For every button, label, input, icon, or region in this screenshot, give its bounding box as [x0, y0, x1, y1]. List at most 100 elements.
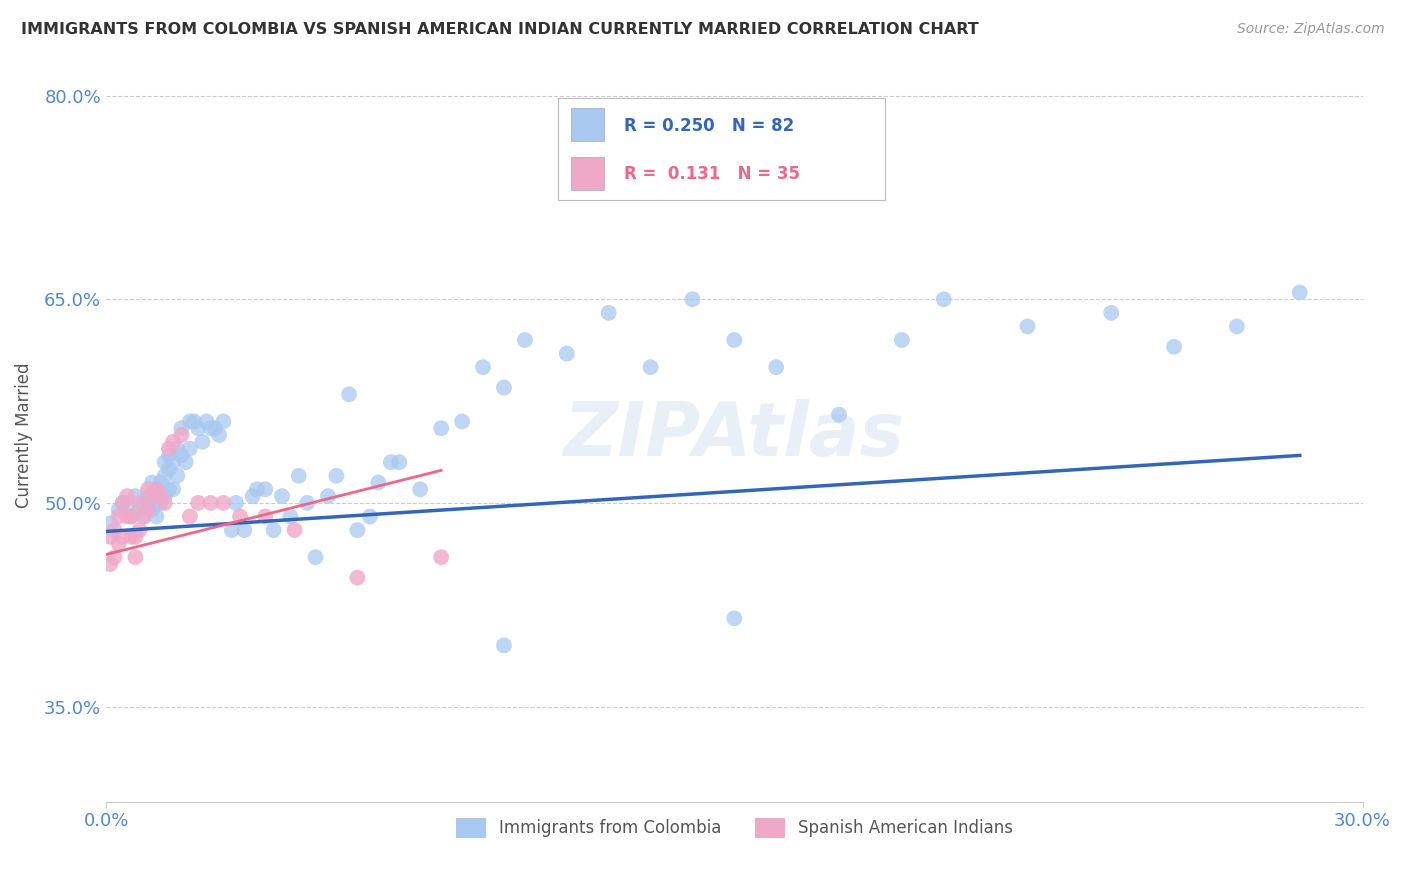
Point [229, 509, 252, 524]
Point [204, 421, 226, 435]
Point [284, 523, 307, 537]
Text: Source: ZipAtlas.com: Source: ZipAtlas.com [1237, 22, 1385, 37]
Point [98, 530, 121, 544]
Point [280, 509, 302, 524]
Point [136, 496, 159, 510]
Point [337, 387, 360, 401]
Point [828, 408, 851, 422]
Point [128, 523, 150, 537]
Point [723, 333, 745, 347]
Point [451, 415, 474, 429]
Point [200, 496, 222, 510]
Point [107, 536, 129, 550]
Point [132, 509, 155, 524]
Point [115, 509, 138, 524]
Point [430, 550, 453, 565]
Point [145, 489, 167, 503]
Point [295, 496, 318, 510]
Point [128, 502, 150, 516]
Point [157, 449, 180, 463]
Point [598, 306, 620, 320]
Point [492, 380, 515, 394]
Point [162, 483, 184, 497]
Point [932, 293, 955, 307]
Point [195, 415, 218, 429]
Point [430, 421, 453, 435]
Point [111, 496, 134, 510]
Point [513, 333, 536, 347]
Point [136, 483, 159, 497]
Point [1017, 319, 1039, 334]
Point [233, 523, 256, 537]
Point [103, 523, 125, 537]
Point [170, 449, 193, 463]
Point [132, 509, 155, 524]
Point [136, 489, 159, 503]
Point [149, 496, 172, 510]
Point [254, 509, 277, 524]
Point [157, 442, 180, 456]
Point [1288, 285, 1310, 300]
Point [103, 550, 125, 565]
Point [765, 360, 787, 375]
Text: IMMIGRANTS FROM COLOMBIA VS SPANISH AMERICAN INDIAN CURRENTLY MARRIED CORRELATIO: IMMIGRANTS FROM COLOMBIA VS SPANISH AMER… [21, 22, 979, 37]
Point [316, 489, 339, 503]
Point [162, 434, 184, 449]
Point [128, 496, 150, 510]
Point [208, 428, 231, 442]
Point [1163, 340, 1185, 354]
Point [200, 421, 222, 435]
Point [141, 475, 163, 490]
Point [145, 483, 167, 497]
Point [212, 415, 235, 429]
Point [346, 523, 368, 537]
Point [187, 421, 209, 435]
Point [409, 483, 432, 497]
Point [367, 475, 389, 490]
Point [346, 571, 368, 585]
Legend: Immigrants from Colombia, Spanish American Indians: Immigrants from Colombia, Spanish Americ… [449, 811, 1019, 845]
Point [287, 468, 309, 483]
Point [179, 509, 201, 524]
Point [179, 415, 201, 429]
Point [124, 550, 146, 565]
Point [153, 489, 176, 503]
Point [179, 442, 201, 456]
Point [157, 462, 180, 476]
Point [136, 502, 159, 516]
Point [254, 483, 277, 497]
Point [225, 496, 247, 510]
Point [170, 428, 193, 442]
Point [187, 496, 209, 510]
Point [124, 530, 146, 544]
Point [149, 489, 172, 503]
Point [246, 483, 269, 497]
Point [212, 496, 235, 510]
Point [304, 550, 326, 565]
Point [359, 509, 381, 524]
Point [120, 509, 142, 524]
Point [162, 455, 184, 469]
Point [166, 468, 188, 483]
Point [640, 360, 662, 375]
Point [145, 483, 167, 497]
Text: ZIPAtlas: ZIPAtlas [564, 399, 905, 472]
Point [98, 516, 121, 531]
Point [120, 530, 142, 544]
Point [191, 434, 214, 449]
Point [141, 489, 163, 503]
Point [1226, 319, 1249, 334]
Point [120, 509, 142, 524]
Point [183, 415, 205, 429]
Point [263, 523, 285, 537]
Point [472, 360, 495, 375]
Point [111, 530, 134, 544]
Point [153, 468, 176, 483]
Point [157, 483, 180, 497]
Point [492, 639, 515, 653]
Point [271, 489, 294, 503]
Point [380, 455, 402, 469]
Point [107, 509, 129, 524]
Point [723, 611, 745, 625]
Point [242, 489, 264, 503]
